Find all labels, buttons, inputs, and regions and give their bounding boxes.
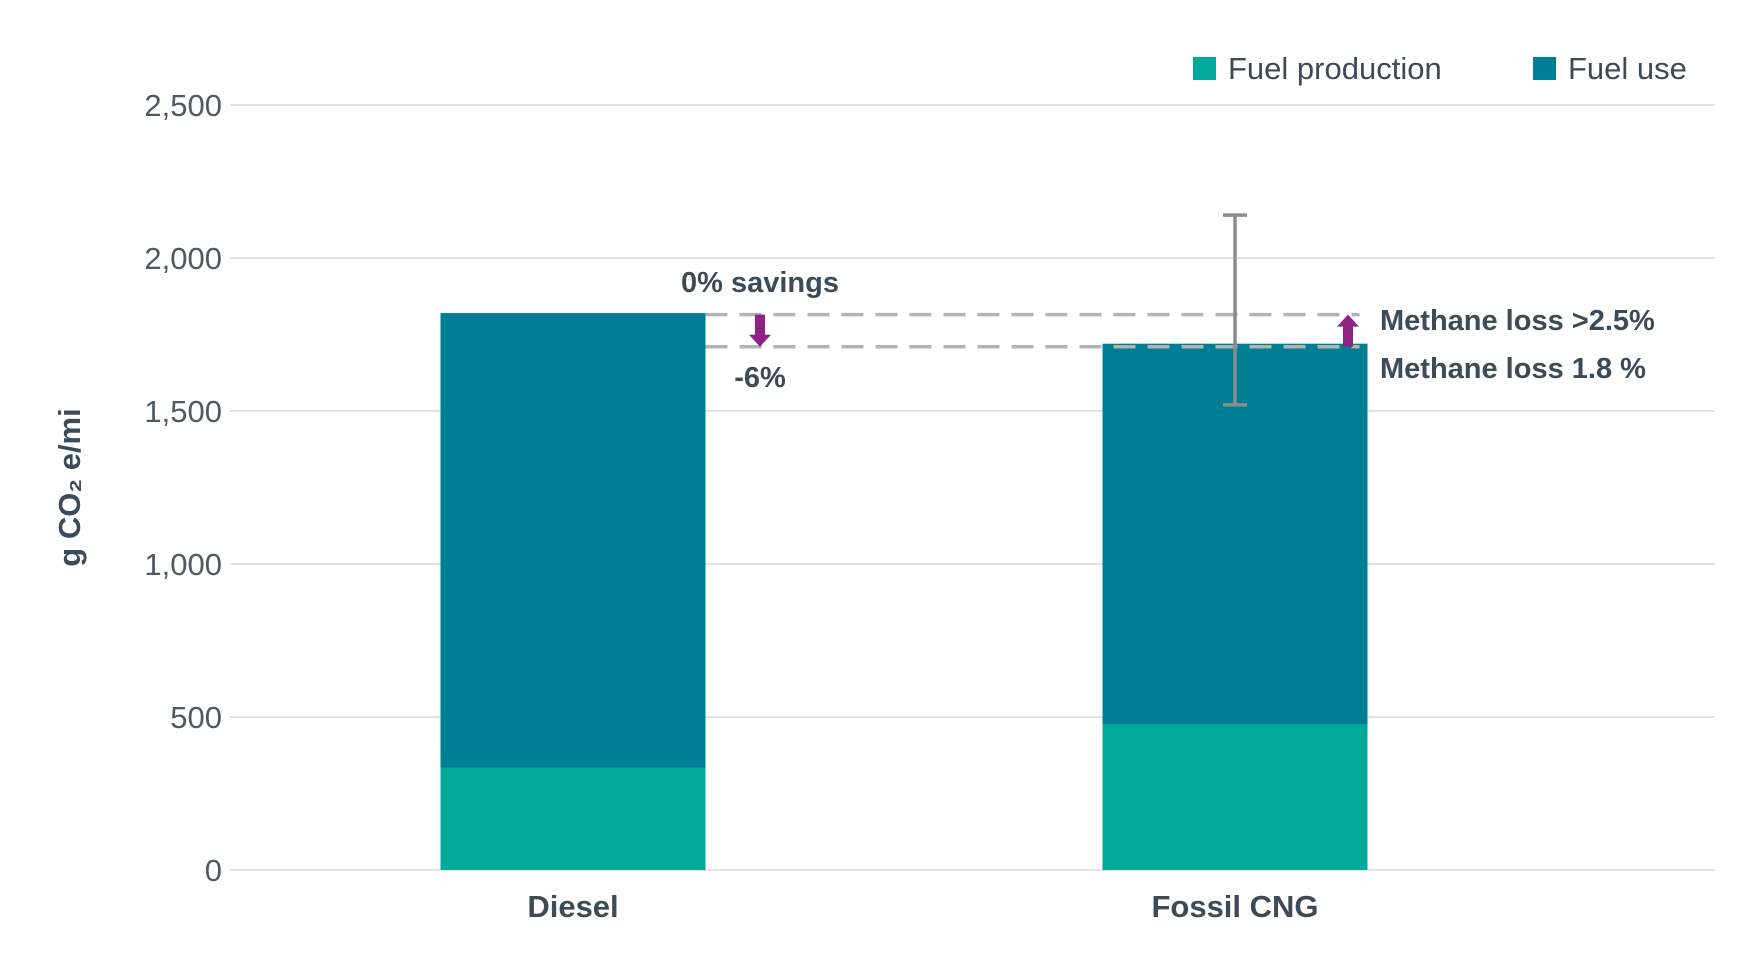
x-tick-label: Diesel xyxy=(527,889,618,924)
y-tick-label: 2,500 xyxy=(144,88,222,123)
down-arrow-icon xyxy=(749,314,771,347)
annotation-methane-base: Methane loss 1.8 % xyxy=(1380,353,1646,385)
y-tick-label: 2,000 xyxy=(144,241,222,276)
bar-fuel-use-0 xyxy=(440,313,706,768)
annotation-savings: 0% savings xyxy=(681,267,839,299)
bar-fuel-production-1 xyxy=(1102,724,1368,870)
legend-fuel-production-label: Fuel production xyxy=(1228,51,1442,86)
legend-fuel-production-swatch xyxy=(1193,57,1216,80)
bar-fuel-use-1 xyxy=(1102,343,1368,725)
y-tick-label: 500 xyxy=(170,700,222,735)
up-arrow-icon xyxy=(1337,314,1359,347)
legend-fuel-use-swatch xyxy=(1533,57,1556,80)
y-tick-label: 1,000 xyxy=(144,547,222,582)
y-tick-label: 0 xyxy=(205,853,222,888)
legend-fuel-use-label: Fuel use xyxy=(1568,51,1687,86)
y-tick-label: 1,500 xyxy=(144,394,222,429)
x-tick-label: Fossil CNG xyxy=(1151,889,1318,924)
annotation-reduction: -6% xyxy=(734,362,786,394)
annotation-methane-high: Methane loss >2.5% xyxy=(1380,305,1655,337)
y-axis-title: g CO₂ e/mi xyxy=(52,408,87,566)
bar-fuel-production-0 xyxy=(440,767,706,870)
